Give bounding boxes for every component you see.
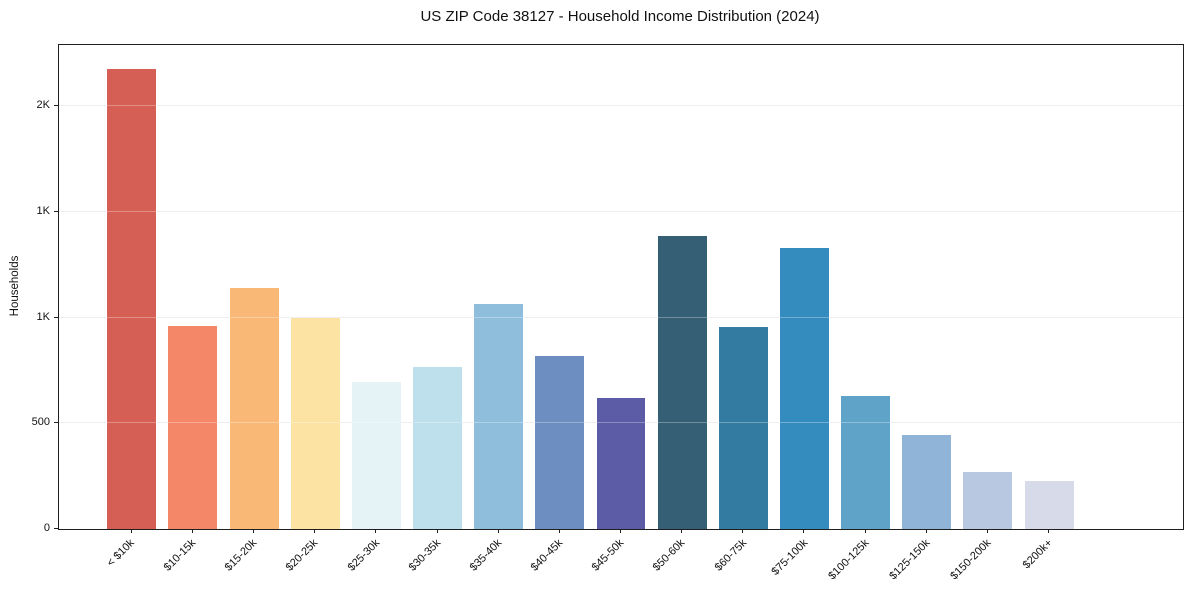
x-tick-label-text: $60-75k bbox=[712, 537, 749, 574]
grid-line-overlay bbox=[59, 210, 1183, 212]
x-tick-mark bbox=[1048, 529, 1050, 533]
y-tick-label: 500 bbox=[31, 416, 50, 429]
x-tick-mark bbox=[314, 529, 316, 533]
y-tick-label: 1K bbox=[36, 204, 50, 217]
grid-line-overlay bbox=[59, 316, 1183, 318]
x-tick-label-text: $10-15k bbox=[161, 537, 199, 574]
x-tick-label-text: $35-40k bbox=[467, 537, 505, 574]
y-tick-mark bbox=[54, 528, 58, 529]
bar bbox=[351, 382, 401, 529]
grid-line-overlay bbox=[59, 105, 1183, 107]
grid-line bbox=[59, 105, 1183, 107]
y-tick-label: 0 bbox=[43, 522, 50, 534]
grid-line-overlay bbox=[59, 422, 1183, 424]
chart-title: US ZIP Code 38127 - Household Income Dis… bbox=[420, 8, 820, 25]
y-tick-mark bbox=[54, 422, 58, 424]
x-tick-label-text: $125-150k bbox=[886, 537, 933, 583]
y-tick-mark bbox=[54, 105, 58, 107]
plot-area bbox=[58, 44, 1184, 530]
x-tick-mark bbox=[375, 529, 377, 533]
y-tick-label: 2K bbox=[36, 99, 50, 112]
x-tick-mark bbox=[620, 529, 621, 533]
x-tick-mark bbox=[925, 529, 927, 533]
bar bbox=[657, 236, 707, 529]
grid-line bbox=[59, 316, 1183, 318]
bar bbox=[718, 326, 768, 529]
bar bbox=[902, 434, 952, 529]
y-tick-mark bbox=[54, 316, 58, 318]
x-tick-label-text: $40-45k bbox=[528, 537, 566, 574]
x-tick-label-text: $30-35k bbox=[406, 537, 444, 574]
x-tick-label-text: $100-125k bbox=[825, 537, 872, 583]
x-tick-label-text: $200k+ bbox=[1020, 537, 1055, 572]
x-tick-mark bbox=[130, 529, 132, 533]
bar bbox=[474, 303, 524, 529]
bar bbox=[229, 288, 279, 529]
bar bbox=[841, 395, 891, 529]
x-tick-label-text: $15-20k bbox=[222, 537, 260, 574]
x-tick-mark bbox=[681, 529, 683, 533]
x-tick-mark bbox=[253, 529, 255, 533]
x-tick-label-text: $20-25k bbox=[284, 537, 321, 574]
y-axis-label-text: Households bbox=[9, 255, 21, 317]
bar bbox=[963, 471, 1013, 529]
bar bbox=[290, 317, 340, 529]
y-tick-label: 1K bbox=[36, 310, 50, 323]
bar bbox=[168, 326, 218, 529]
x-tick-mark bbox=[864, 529, 866, 533]
x-tick-label-text: $75-100k bbox=[769, 537, 810, 578]
bar bbox=[596, 398, 646, 529]
x-tick-label-text: $25-30k bbox=[345, 537, 382, 574]
y-tick-mark bbox=[54, 210, 58, 212]
bar bbox=[535, 355, 585, 529]
x-tick-mark bbox=[497, 529, 499, 533]
bar bbox=[1024, 480, 1074, 529]
x-tick-mark bbox=[558, 529, 560, 533]
x-tick-mark bbox=[986, 529, 988, 533]
x-tick-label-text: $50-60k bbox=[651, 537, 688, 574]
x-tick-label-text: < $10k bbox=[105, 537, 138, 570]
x-tick-mark bbox=[436, 529, 438, 533]
x-tick-mark bbox=[742, 529, 744, 533]
bar bbox=[107, 69, 157, 529]
bar bbox=[779, 247, 829, 529]
x-tick-mark bbox=[191, 529, 193, 533]
bar bbox=[413, 367, 462, 529]
x-tick-mark bbox=[803, 529, 805, 533]
x-tick-label-text: $150-200k bbox=[948, 537, 994, 583]
x-tick-label-text: $45-50k bbox=[589, 537, 627, 574]
grid-line bbox=[59, 210, 1183, 212]
